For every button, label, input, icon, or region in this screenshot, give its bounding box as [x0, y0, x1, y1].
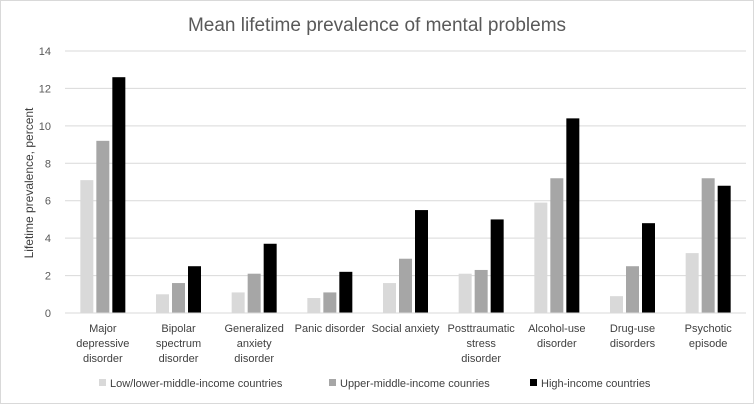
bar — [717, 185, 731, 313]
bar — [307, 298, 321, 313]
bar — [172, 283, 185, 313]
category-label: disorders — [610, 338, 656, 350]
bar — [188, 266, 201, 313]
chart-title: Mean lifetime prevalence of mental probl… — [188, 15, 566, 36]
legend-label: Upper-middle-income counries — [340, 378, 490, 390]
y-tick-label: 14 — [39, 46, 51, 58]
legend-swatch — [530, 379, 537, 386]
category-label: disorder — [234, 353, 274, 365]
y-tick-labels: 0 2 4 6 8 10 12 14 — [39, 46, 51, 320]
y-tick-label: 2 — [45, 271, 51, 283]
legend-swatch — [99, 379, 106, 386]
y-tick-label: 4 — [45, 233, 51, 245]
category-label: Alcohol-use — [528, 323, 585, 335]
category-label: Bipolar — [161, 323, 196, 335]
category-label: disorder — [83, 353, 123, 365]
bar — [642, 223, 655, 313]
bar — [550, 178, 564, 313]
category-label: disorder — [461, 353, 501, 365]
legend: Low/lower-middle-income countries Upper-m… — [99, 378, 651, 390]
category-label: Psychotic — [685, 323, 733, 335]
bar — [566, 118, 580, 313]
bar — [610, 296, 623, 313]
legend-label: High-income countries — [541, 378, 651, 390]
legend-swatch — [329, 379, 336, 386]
bar — [534, 202, 548, 313]
category-label: disorder — [159, 353, 199, 365]
category-labels: Major depressive disorder Bipolar spectrum di… — [76, 323, 732, 365]
category-label: stress — [466, 338, 496, 350]
category-label: Posttraumatic — [448, 323, 516, 335]
category-label: Generalized — [225, 323, 284, 335]
bar — [701, 178, 715, 313]
bar — [399, 258, 412, 313]
y-tick-label: 6 — [45, 196, 51, 208]
category-label: Drug-use — [610, 323, 655, 335]
bar — [247, 273, 261, 313]
bar — [415, 210, 428, 313]
y-tick-label: 8 — [45, 158, 51, 170]
bar — [112, 77, 126, 313]
y-tick-label: 0 — [45, 308, 51, 320]
category-label: Major — [89, 323, 117, 335]
category-label: spectrum — [156, 338, 201, 350]
bar — [458, 273, 472, 313]
bar — [156, 294, 169, 313]
bar — [80, 180, 94, 313]
gridlines — [65, 50, 746, 277]
y-tick-label: 10 — [39, 121, 51, 133]
category-label: Social anxiety — [372, 323, 440, 335]
bars — [80, 77, 731, 313]
bar — [626, 266, 639, 313]
bar — [323, 292, 337, 313]
bar — [685, 253, 699, 313]
category-label: episode — [689, 338, 728, 350]
legend-label: Low/lower-middle-income countries — [110, 378, 283, 390]
y-tick-label: 12 — [39, 83, 51, 95]
bar — [339, 271, 353, 313]
bar — [263, 243, 277, 313]
category-label: depressive — [76, 338, 129, 350]
category-label: anxiety — [237, 338, 272, 350]
y-axis-label: Lifetime prevalence, percent — [22, 107, 36, 258]
bar — [231, 292, 245, 313]
bar — [490, 219, 504, 313]
category-label: disorder — [537, 338, 577, 350]
bar — [383, 283, 396, 313]
bar — [474, 269, 488, 313]
category-label: Panic disorder — [295, 323, 366, 335]
bar — [96, 140, 110, 313]
